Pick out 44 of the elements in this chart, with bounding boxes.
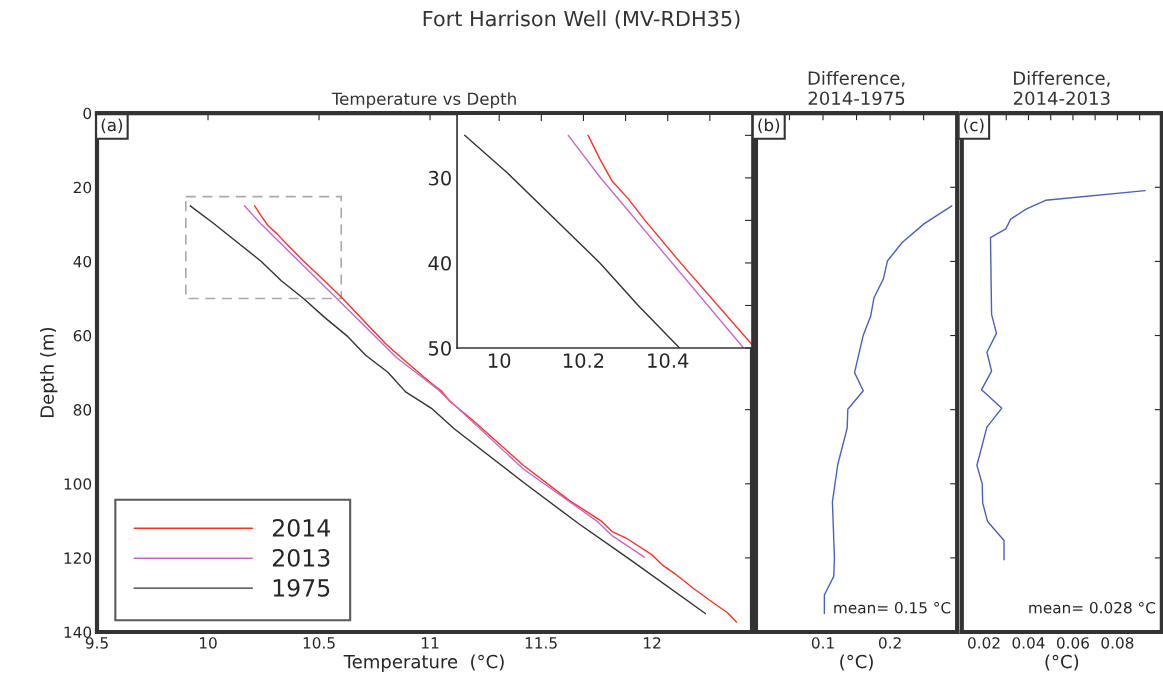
x-tick-label: 0.08: [1101, 637, 1134, 649]
x-tick-label: 10.5: [303, 637, 335, 649]
line-series: [253, 205, 738, 623]
x-axis-title: (°C): [1045, 654, 1079, 671]
y-tick-label: 30: [428, 170, 451, 186]
annotation: mean= 0.028 °C: [1029, 601, 1156, 614]
x-tick-label: 12: [644, 637, 661, 649]
chart-title: Difference, 2014-1975: [808, 70, 905, 106]
x-axis-title: Temperature (°C): [343, 654, 504, 672]
x-tick-label: 0.06: [1056, 637, 1089, 649]
y-tick-label: 80: [73, 404, 92, 416]
x-tick-label: 11: [422, 637, 439, 649]
y-tick-label: 0: [83, 107, 92, 120]
x-axis-title: (°C): [840, 654, 873, 671]
x-tick-label: 0.04: [1012, 637, 1045, 649]
y-tick-label: 100: [64, 478, 92, 490]
y-tick-label: 40: [73, 255, 92, 268]
legend-label: 1975: [273, 578, 330, 597]
y-tick-label: 40: [428, 255, 451, 271]
chart-title: Fort Harrison Well (MV-RDH35): [423, 10, 740, 29]
x-tick-label: 10: [488, 353, 511, 368]
chart-title: Difference, 2014-2013: [1013, 70, 1110, 106]
x-tick-label: 10.4: [648, 353, 689, 368]
annotation: (c): [964, 118, 984, 134]
x-tick-label: 9.5: [85, 637, 108, 649]
y-tick-label: 60: [73, 330, 92, 342]
annotation: mean= 0.15 °C: [834, 601, 951, 614]
x-tick-label: 0.1: [811, 637, 834, 649]
line-series: [189, 205, 707, 615]
y-axis-title: Depth (m): [39, 327, 58, 418]
annotation: (b): [758, 118, 780, 134]
chart-subtitle: Temperature vs Depth: [331, 92, 516, 109]
y-tick-label: 50: [428, 340, 451, 356]
y-tick-label: 120: [64, 552, 92, 564]
legend-label: 2013: [272, 548, 330, 567]
x-tick-label: 11.5: [525, 637, 557, 649]
annotation: (a): [101, 118, 123, 134]
x-tick-label: 0.2: [878, 637, 901, 649]
x-tick-label: 10: [199, 637, 217, 649]
y-tick-label: 20: [73, 181, 92, 194]
line-series: [587, 134, 752, 346]
legend-label: 2014: [272, 519, 330, 537]
x-tick-label: 10.2: [563, 353, 604, 368]
x-tick-label: 0.02: [968, 637, 1000, 649]
